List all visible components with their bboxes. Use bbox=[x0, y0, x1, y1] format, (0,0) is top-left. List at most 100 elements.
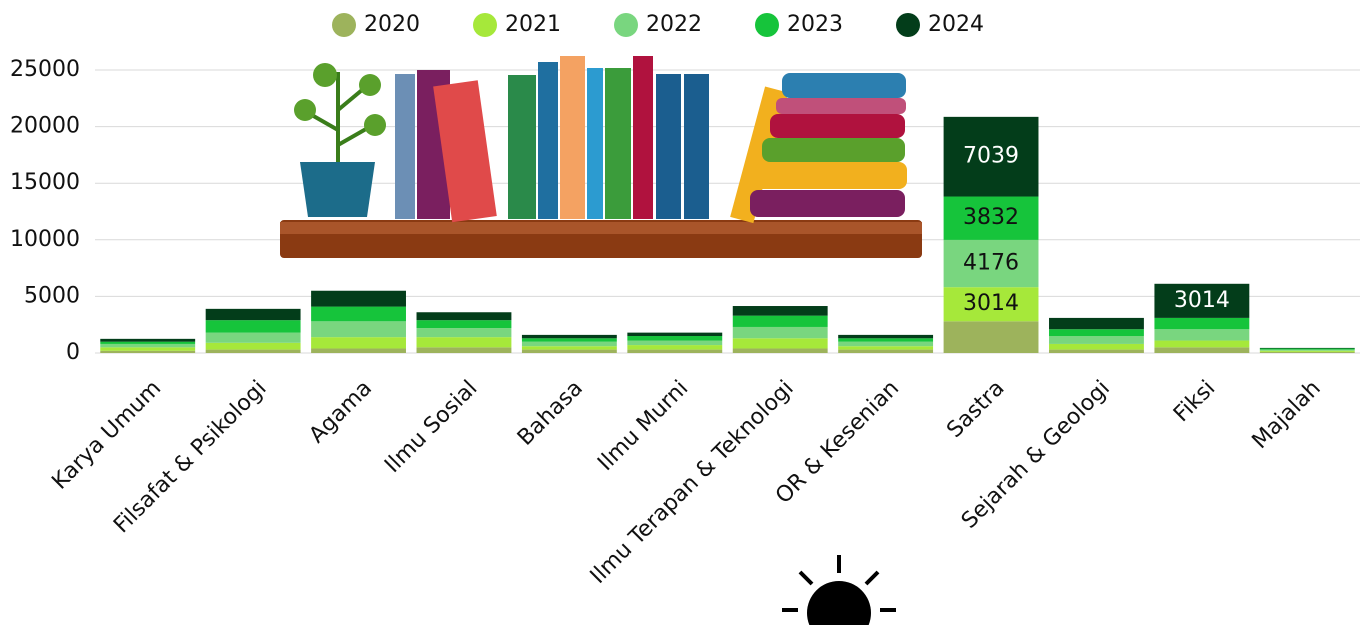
book-stack bbox=[755, 162, 907, 189]
bar-segment bbox=[1259, 348, 1355, 350]
bar-segment bbox=[1154, 340, 1250, 348]
bar-segment bbox=[838, 334, 934, 339]
bar-segment bbox=[732, 348, 828, 353]
book bbox=[684, 74, 709, 219]
bar-segment bbox=[732, 306, 828, 316]
bar-segment bbox=[311, 290, 406, 307]
bar-segment bbox=[1154, 347, 1250, 353]
book bbox=[395, 74, 415, 219]
legend-label: 2020 bbox=[364, 12, 420, 37]
bar-segment bbox=[732, 315, 828, 327]
x-tick-label: Fiksi bbox=[1169, 376, 1220, 427]
book bbox=[587, 68, 603, 219]
book bbox=[656, 74, 681, 219]
bar-segment bbox=[1154, 283, 1250, 318]
bar-segment bbox=[311, 306, 406, 322]
bar-segment bbox=[838, 346, 934, 350]
data-label: 7039 bbox=[963, 144, 1019, 169]
leaf bbox=[364, 114, 386, 136]
bar-segment bbox=[205, 342, 301, 350]
bar-segment bbox=[416, 312, 512, 321]
leaf bbox=[313, 63, 337, 87]
x-tick-label: Sastra bbox=[942, 376, 1009, 443]
bar-segment bbox=[1049, 343, 1144, 350]
book-stack bbox=[776, 98, 906, 114]
book bbox=[560, 56, 585, 219]
book-stack bbox=[762, 138, 905, 162]
y-tick-label: 10000 bbox=[10, 227, 80, 252]
bar-segment bbox=[943, 321, 1039, 353]
bar-segment bbox=[732, 338, 828, 349]
bar-segment bbox=[627, 336, 723, 341]
legend-swatch bbox=[332, 13, 356, 37]
bar-segment bbox=[1259, 351, 1355, 353]
bar-segment bbox=[1259, 350, 1355, 352]
legend: 2020 2021 2022 2023 2024 bbox=[332, 12, 984, 37]
x-tick-label: Ilmu Sosial bbox=[380, 376, 482, 478]
legend-label: 2024 bbox=[928, 12, 984, 37]
book bbox=[433, 80, 497, 223]
book-stack bbox=[782, 73, 906, 98]
y-tick-label: 5000 bbox=[24, 283, 80, 308]
legend-swatch bbox=[755, 13, 779, 37]
legend-label: 2022 bbox=[646, 12, 702, 37]
legend-swatch bbox=[473, 13, 497, 37]
y-tick-label: 25000 bbox=[10, 57, 80, 82]
legend-label: 2023 bbox=[787, 12, 843, 37]
bar-segment bbox=[838, 341, 934, 347]
x-tick-label: Ilmu Murni bbox=[593, 376, 693, 476]
bar-segment bbox=[521, 334, 617, 339]
bar-segment bbox=[1049, 349, 1144, 353]
bar-segment bbox=[100, 350, 196, 353]
bar-segment bbox=[943, 196, 1039, 240]
bar-segment bbox=[1049, 317, 1144, 330]
shelf-top bbox=[280, 222, 922, 234]
bookshelf-decoration bbox=[280, 56, 922, 258]
bar-segment bbox=[943, 287, 1039, 322]
plant bbox=[302, 72, 374, 162]
book-stack bbox=[770, 114, 905, 138]
bar-segment bbox=[100, 343, 196, 348]
bar-segment bbox=[1049, 329, 1144, 337]
leaf bbox=[359, 74, 381, 96]
x-tick-label: Agama bbox=[305, 376, 377, 448]
leaf bbox=[294, 99, 316, 121]
bar-segment bbox=[1049, 336, 1144, 344]
bar-segment bbox=[732, 326, 828, 339]
bar-segment bbox=[100, 341, 196, 344]
x-tick-label: Bahasa bbox=[513, 376, 588, 451]
bar-segment bbox=[205, 349, 301, 353]
bar-segment bbox=[521, 338, 617, 342]
legend-label: 2021 bbox=[505, 12, 561, 37]
pot bbox=[300, 162, 375, 217]
book bbox=[633, 56, 653, 219]
data-label: 4176 bbox=[963, 251, 1019, 276]
bar-segment bbox=[521, 349, 617, 353]
x-tick-label: Majalah bbox=[1248, 376, 1326, 454]
data-label: 3014 bbox=[963, 291, 1019, 316]
legend-swatch bbox=[614, 13, 638, 37]
bar-segment bbox=[838, 349, 934, 353]
lightbulb bbox=[782, 555, 896, 625]
data-label: 3014 bbox=[1174, 288, 1230, 313]
bar-segment bbox=[311, 337, 406, 349]
bar-segment bbox=[627, 349, 723, 353]
bar-segment bbox=[1259, 347, 1355, 349]
bar-segment bbox=[416, 328, 512, 338]
bar-segment bbox=[838, 338, 934, 342]
bulb bbox=[807, 581, 871, 625]
bar-segment bbox=[205, 320, 301, 333]
x-tick-label: Ilmu Terapan & Teknologi bbox=[586, 376, 799, 589]
y-tick-label: 0 bbox=[66, 340, 80, 365]
bar-segment bbox=[521, 346, 617, 350]
bar-segment bbox=[521, 341, 617, 347]
bar-segment bbox=[1259, 349, 1355, 351]
bar-segment bbox=[943, 239, 1039, 288]
bar-segment bbox=[311, 321, 406, 338]
legend-swatch bbox=[896, 13, 920, 37]
bar-segment bbox=[416, 320, 512, 329]
rays bbox=[782, 555, 896, 612]
bar-segment bbox=[205, 332, 301, 343]
